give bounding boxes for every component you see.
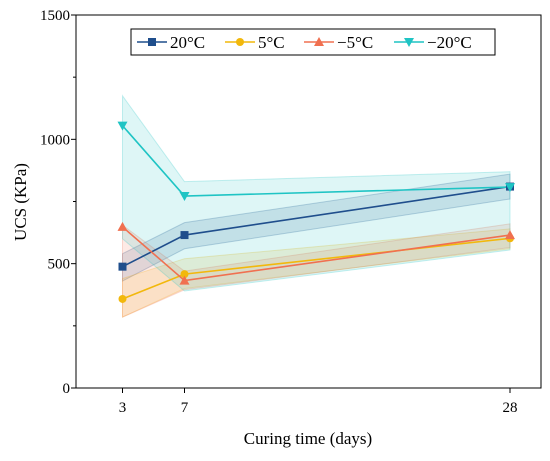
legend-label-minus5c: −5°C xyxy=(337,33,373,52)
legend-marker-20c xyxy=(148,38,156,46)
point-20c-day-3 xyxy=(118,262,127,271)
point-minus20c-day-28 xyxy=(505,183,515,193)
point-5c-day-3 xyxy=(118,294,127,303)
y-tick-label: 500 xyxy=(48,257,71,273)
point-minus5c-day-28 xyxy=(505,230,515,240)
x-tick-label: 3 xyxy=(119,400,127,416)
y-axis-ticks: 0 500 1000 1500 xyxy=(40,8,76,397)
point-minus5c-day-7 xyxy=(179,275,190,285)
x-tick-label: 7 xyxy=(181,400,189,416)
legend-marker-minus20c xyxy=(404,38,414,47)
band-5c xyxy=(122,228,511,318)
y-tick-label: 1000 xyxy=(40,132,70,148)
legend: 20°C 5°C −5°C −20°C xyxy=(130,28,496,56)
x-axis-title: Curing time (days) xyxy=(244,429,372,448)
band-minus20c xyxy=(122,94,511,292)
y-tick-label: 0 xyxy=(63,381,71,397)
x-tick-label: 28 xyxy=(503,400,518,416)
legend-marker-5c xyxy=(236,38,244,46)
point-5c-day-7 xyxy=(180,270,189,279)
legend-label-20c: 20°C xyxy=(170,33,205,52)
point-minus20c-day-7 xyxy=(179,192,190,202)
point-minus20c-day-3 xyxy=(117,121,128,131)
legend-label-5c: 5°C xyxy=(258,33,285,52)
legend-marker-minus5c xyxy=(314,37,324,46)
legend-label-minus20c: −20°C xyxy=(427,33,472,52)
series-markers xyxy=(117,121,515,303)
point-minus5c-day-3 xyxy=(117,221,128,231)
y-axis-title: UCS (KPa) xyxy=(11,163,30,241)
x-axis-ticks: 3 7 28 xyxy=(119,388,518,416)
point-20c-day-7 xyxy=(180,231,189,240)
y-tick-label: 1500 xyxy=(40,8,70,24)
